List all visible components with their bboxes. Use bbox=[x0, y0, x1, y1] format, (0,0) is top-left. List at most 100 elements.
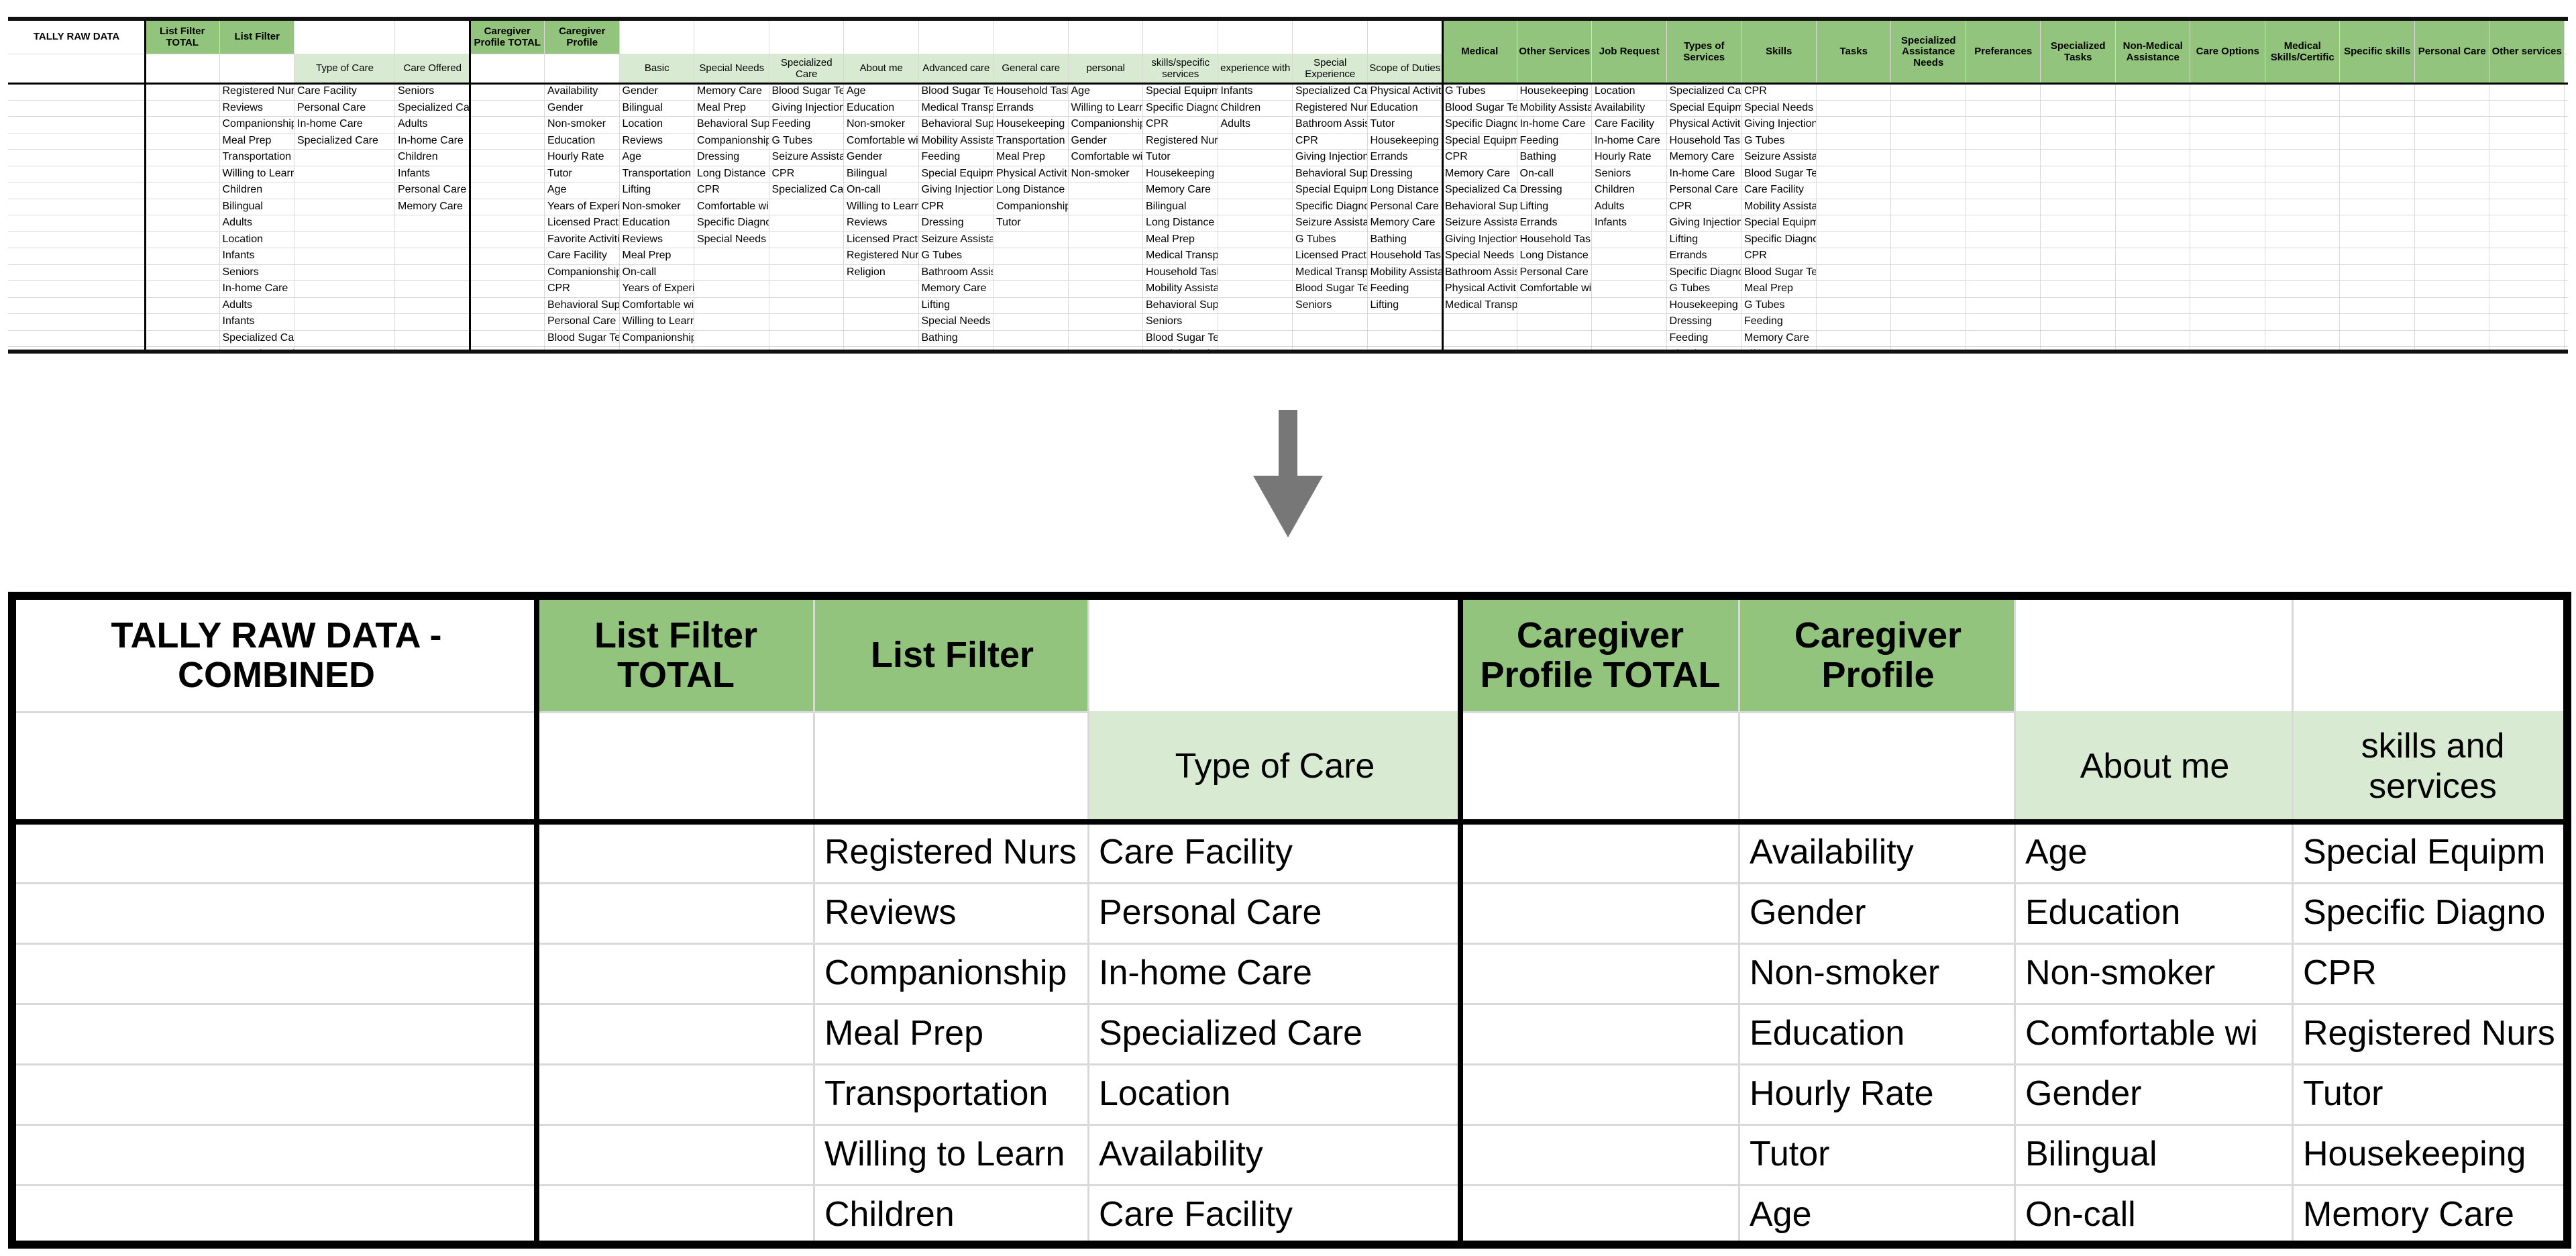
data-cell: Physical Activit bbox=[996, 167, 1067, 179]
data-cell: CPR bbox=[697, 184, 720, 195]
data-cell: Specialized Car bbox=[398, 101, 470, 113]
data-cell: Adults bbox=[398, 118, 428, 129]
data-cell: Specific Diagno bbox=[697, 217, 769, 228]
data-cell: Gender bbox=[547, 101, 584, 113]
column-line bbox=[619, 21, 620, 350]
data-cell: Bilingual bbox=[622, 101, 663, 113]
column-line bbox=[544, 21, 545, 350]
data-cell: Meal Prep bbox=[622, 250, 672, 261]
column-header: Specialized Assistance Needs bbox=[1891, 21, 1966, 83]
data-cell: Care Facility bbox=[1595, 118, 1654, 129]
data-cell: Tutor bbox=[1146, 151, 1171, 162]
column-line bbox=[843, 21, 844, 350]
column-subheader: skills/specific services bbox=[1143, 54, 1218, 83]
data-cell: Special Equipm bbox=[2303, 833, 2546, 872]
column-subheader: Special Experience bbox=[1293, 54, 1368, 83]
data-cell: Religion bbox=[847, 266, 885, 278]
data-cell: Long Distance bbox=[1146, 217, 1215, 228]
data-cell: Licensed Practi bbox=[1295, 250, 1368, 261]
data-cell: Lifting bbox=[622, 184, 651, 195]
column-line bbox=[2292, 600, 2294, 1241]
column-line bbox=[1087, 600, 1089, 1241]
column-header: Preferances bbox=[1966, 21, 2041, 83]
row-line bbox=[8, 313, 2568, 314]
data-cell: CPR bbox=[1744, 250, 1767, 261]
data-cell: Housekeeping bbox=[1370, 134, 1439, 146]
data-cell: Availability bbox=[547, 85, 598, 97]
data-cell: Transportation bbox=[622, 167, 692, 179]
column-subheader: skills and services bbox=[2294, 711, 2563, 822]
data-cell: Transportation bbox=[222, 151, 292, 162]
data-cell: Giving Injection bbox=[1295, 151, 1368, 162]
data-cell: Gender bbox=[847, 151, 883, 162]
row-line bbox=[8, 116, 2568, 117]
data-cell: Adults bbox=[222, 299, 252, 311]
data-cell: Specialized Car bbox=[1445, 184, 1517, 195]
column-header: Skills bbox=[1741, 21, 1817, 83]
data-cell: Feeding bbox=[1744, 315, 1783, 327]
row-line bbox=[16, 1063, 2563, 1065]
row-line bbox=[8, 264, 2568, 265]
column-line bbox=[2114, 21, 2116, 350]
data-cell: Tutor bbox=[1750, 1135, 1830, 1173]
data-cell: Memory Care bbox=[1445, 167, 1510, 179]
column-header: Caregiver Profile TOTAL bbox=[1460, 600, 1740, 711]
column-line bbox=[2014, 600, 2016, 1241]
data-cell: Willing to Learn bbox=[622, 315, 695, 327]
data-cell: Mobility Assista bbox=[921, 134, 994, 146]
data-cell: G Tubes bbox=[1744, 134, 1785, 146]
data-cell: Mobility Assista bbox=[1519, 101, 1593, 113]
data-cell: Giving Injection bbox=[921, 184, 994, 195]
data-cell: Special Needs bbox=[921, 315, 991, 327]
data-cell: Blood Sugar Te bbox=[771, 85, 845, 97]
data-cell: G Tubes bbox=[1295, 233, 1336, 245]
section-divider bbox=[144, 21, 146, 350]
data-cell: CPR bbox=[921, 200, 945, 212]
data-cell: Comfortable wi bbox=[697, 200, 769, 212]
data-cell: Age bbox=[2025, 833, 2088, 872]
column-subheader: Type of Care bbox=[294, 54, 395, 83]
data-cell: Special Equipm bbox=[921, 167, 994, 179]
data-cell: Feeding bbox=[1519, 134, 1559, 146]
data-cell: Location bbox=[1595, 85, 1635, 97]
data-cell: Specialized Car bbox=[1669, 85, 1742, 97]
data-cell: Household Tasl bbox=[1669, 134, 1742, 146]
overview-sheet: TALLY RAW DATA List Filter TOTAL List Filt… bbox=[8, 17, 2568, 354]
data-cell: Giving Injection bbox=[1744, 118, 1817, 129]
data-cell: Specialized Care bbox=[297, 134, 378, 146]
section-divider bbox=[469, 21, 471, 350]
data-cell: Meal Prep bbox=[1146, 233, 1195, 245]
column-header: Other services bbox=[2489, 21, 2565, 83]
data-cell: Hourly Rate bbox=[547, 151, 604, 162]
data-cell: G Tubes bbox=[771, 134, 812, 146]
column-header: Medical bbox=[1442, 21, 1517, 83]
data-cell: Companionship bbox=[622, 331, 695, 344]
section-divider bbox=[534, 600, 539, 1241]
data-cell: Bathroom Assis bbox=[921, 266, 994, 278]
data-cell: Hourly Rate bbox=[1750, 1074, 1934, 1113]
data-cell: G Tubes bbox=[1669, 282, 1710, 294]
row-line bbox=[8, 280, 2568, 281]
data-cell: Meal Prep bbox=[996, 151, 1045, 162]
data-cell: Long Distance bbox=[1370, 184, 1439, 195]
data-cell: Behavioral Sup bbox=[1445, 200, 1517, 212]
data-cell: Meal Prep bbox=[697, 101, 746, 113]
data-cell: Memory Care bbox=[1370, 217, 1436, 228]
data-cell: Non-smoker bbox=[1071, 167, 1130, 179]
data-cell: Specific Diagno bbox=[1744, 233, 1817, 245]
data-cell: Blood Sugar Te bbox=[1146, 331, 1218, 344]
data-cell: Memory Care bbox=[921, 282, 987, 294]
data-cell: Education bbox=[847, 101, 895, 113]
data-cell: Education bbox=[2025, 893, 2181, 932]
data-cell: Giving Injection bbox=[1669, 217, 1742, 228]
data-cell: Medical Transp bbox=[1295, 266, 1368, 278]
data-cell: Errands bbox=[1519, 217, 1558, 228]
column-header: Specialized Tasks bbox=[2041, 21, 2116, 83]
data-cell: Special Needs bbox=[1445, 250, 1515, 261]
data-cell: Care Facility bbox=[1099, 833, 1293, 872]
data-cell: Education bbox=[622, 217, 670, 228]
data-cell: Medical Transp bbox=[921, 101, 994, 113]
data-cell: Location bbox=[222, 233, 264, 245]
data-cell: Gender bbox=[1750, 893, 1866, 932]
